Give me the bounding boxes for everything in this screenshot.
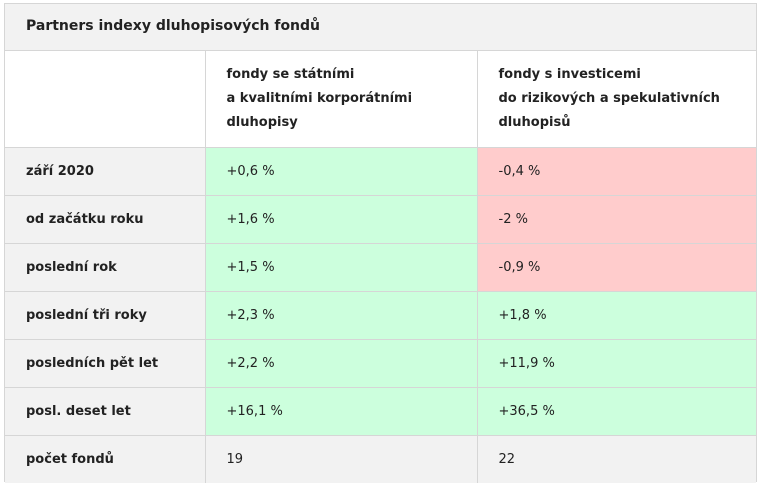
row-label: poslední rok xyxy=(5,242,206,292)
header-text: fondy s investicemi do rizikových a spek… xyxy=(498,66,720,130)
header-risky-bond-funds: fondy s investicemi do rizikových a spek… xyxy=(476,51,756,148)
table-row: září 2020 +0,6 % -0,4 % xyxy=(5,146,756,196)
value-cell: +1,5 % xyxy=(204,242,478,292)
table-row: od začátku roku +1,6 % -2 % xyxy=(5,194,756,244)
table-row: počet fondů 19 22 xyxy=(5,434,756,483)
row-label: posl. deset let xyxy=(5,386,206,436)
value-cell: -0,9 % xyxy=(476,242,756,292)
value-cell: +36,5 % xyxy=(476,386,756,436)
value-cell: +16,1 % xyxy=(204,386,478,436)
header-text: fondy se státními a kvalitními korporátn… xyxy=(226,66,413,130)
row-label: od začátku roku xyxy=(5,194,206,244)
header-row: fondy se státními a kvalitními korporátn… xyxy=(5,51,756,148)
row-label: září 2020 xyxy=(5,146,206,196)
row-label: posledních pět let xyxy=(5,338,206,388)
table-row: poslední rok +1,5 % -0,9 % xyxy=(5,242,756,292)
table-row: posl. deset let +16,1 % +36,5 % xyxy=(5,386,756,436)
value-cell: +2,2 % xyxy=(204,338,478,388)
value-cell: +2,3 % xyxy=(204,290,478,340)
table-row: poslední tři roky +2,3 % +1,8 % xyxy=(5,290,756,340)
value-cell: 19 xyxy=(204,434,478,483)
bond-fund-index-table: Partners indexy dluhopisových fondů fond… xyxy=(4,3,757,483)
value-cell: 22 xyxy=(476,434,756,483)
table-title: Partners indexy dluhopisových fondů xyxy=(5,4,756,51)
row-label: poslední tři roky xyxy=(5,290,206,340)
table-row: posledních pět let +2,2 % +11,9 % xyxy=(5,338,756,388)
data-table: fondy se státními a kvalitními korporátn… xyxy=(5,51,756,483)
value-cell: +1,6 % xyxy=(204,194,478,244)
row-label: počet fondů xyxy=(5,434,206,483)
value-cell: +1,8 % xyxy=(476,290,756,340)
value-cell: +11,9 % xyxy=(476,338,756,388)
header-government-bond-funds: fondy se státními a kvalitními korporátn… xyxy=(204,51,478,148)
value-cell: -0,4 % xyxy=(476,146,756,196)
value-cell: +0,6 % xyxy=(204,146,478,196)
value-cell: -2 % xyxy=(476,194,756,244)
header-blank-cell xyxy=(5,51,206,148)
